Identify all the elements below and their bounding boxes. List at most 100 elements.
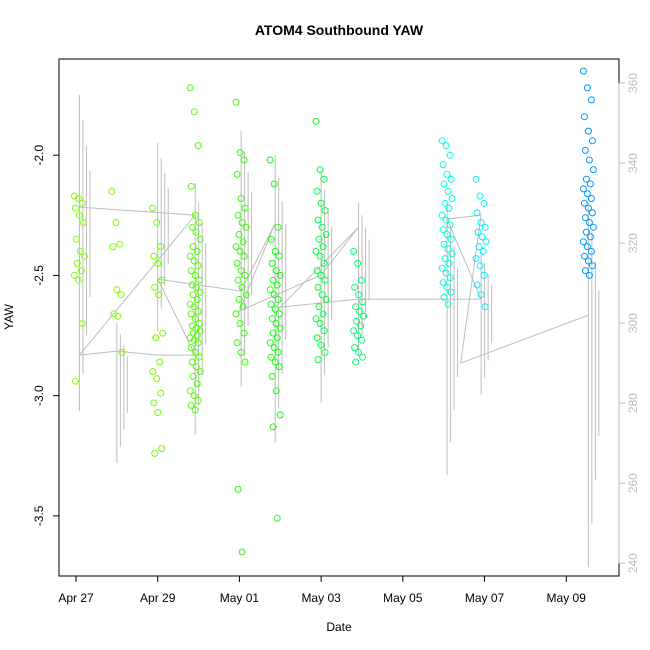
yaw-point — [275, 252, 283, 260]
yaw-point — [78, 199, 86, 207]
yaw-point — [589, 166, 597, 174]
yaw-point — [587, 96, 595, 104]
yaw-point — [579, 238, 587, 246]
yaw-point — [312, 118, 320, 125]
yaw-point — [586, 233, 594, 241]
yaw-point — [270, 291, 278, 299]
y-tick-label: -2.0 — [32, 145, 46, 166]
yaw-point — [476, 262, 484, 270]
yaw-point — [150, 252, 158, 260]
yaw-point — [582, 175, 590, 183]
yaw-point — [481, 303, 489, 311]
yaw-point — [271, 247, 279, 255]
yaw-point — [472, 255, 480, 263]
yaw-point — [238, 548, 246, 556]
yaw-point — [191, 315, 199, 323]
yaw-point — [240, 156, 248, 164]
yaw-point — [273, 514, 281, 522]
yaw-point — [322, 231, 330, 238]
x-tick-label: May 03 — [301, 591, 341, 605]
yaw-point — [236, 320, 244, 327]
y2-tick-label: 360 — [626, 73, 640, 93]
yaw-point — [477, 219, 485, 226]
yaw-point — [445, 259, 453, 267]
y2-tick-label: 320 — [626, 233, 640, 253]
yaw-point — [474, 228, 482, 236]
yaw-point — [438, 264, 446, 272]
yaw-point — [581, 267, 589, 275]
yaw-point — [151, 283, 159, 291]
yaw-point — [444, 245, 452, 253]
yaw-point — [350, 247, 358, 255]
yaw-point — [442, 216, 450, 224]
yaw-point — [233, 170, 241, 178]
yaw-point — [272, 267, 280, 275]
y-axis-label: YAW — [2, 303, 16, 330]
yaw-line-path — [78, 206, 589, 364]
yaw-point — [241, 271, 249, 279]
yaw-point — [266, 286, 274, 294]
y-axis: -2.0 -2.5 -3.0 -3.5 — [32, 145, 60, 526]
yaw-point — [118, 348, 126, 356]
yaw-point — [314, 216, 322, 224]
yaw-point — [195, 219, 203, 226]
yaw-point — [588, 209, 596, 217]
y2-tick-label: 340 — [626, 153, 640, 173]
yaw-point — [158, 445, 166, 453]
yaw-point — [583, 243, 591, 251]
yaw-point — [114, 312, 122, 320]
yaw-point — [196, 288, 204, 296]
yaw-point — [190, 108, 198, 116]
yaw-point — [313, 334, 321, 342]
yaw-point — [154, 409, 162, 416]
yaw-point — [359, 298, 367, 306]
yaw-point — [354, 332, 362, 339]
yaw-point — [272, 387, 280, 395]
x-tick-label: May 09 — [547, 591, 587, 605]
yaw-point — [481, 223, 489, 231]
yaw-point — [233, 339, 241, 347]
yaw-point — [117, 291, 125, 299]
yaw-point — [314, 356, 322, 364]
yaw-point — [445, 204, 453, 212]
yaw-point — [186, 387, 194, 395]
yaw-point — [193, 247, 201, 255]
yaw-point — [188, 223, 196, 231]
yaw-point — [319, 310, 327, 318]
point-series-layer — [70, 67, 597, 556]
y2-tick-label: 280 — [626, 393, 640, 413]
yaw-point — [266, 339, 274, 347]
yaw-point — [580, 252, 588, 260]
yaw-point — [187, 344, 195, 352]
yaw-point — [322, 296, 330, 303]
x-tick-label: Apr 29 — [140, 591, 176, 605]
yaw-point — [320, 327, 328, 335]
yaw-point — [189, 291, 197, 299]
yaw-point — [78, 320, 86, 327]
yaw-point — [268, 315, 276, 323]
yaw-point — [584, 127, 592, 135]
yaw-point — [235, 296, 243, 303]
yaw-point — [74, 195, 82, 202]
yaw-point — [157, 243, 165, 251]
yaw-point — [442, 142, 450, 150]
yaw-point — [438, 211, 446, 219]
yaw-point — [187, 310, 195, 318]
yaw-point — [321, 276, 329, 284]
yaw-point — [438, 137, 446, 145]
yaw-point — [234, 211, 242, 219]
yaw-point — [188, 358, 196, 366]
yaw-point — [317, 271, 325, 279]
yaw-point — [234, 485, 242, 493]
yaw-point — [276, 271, 284, 279]
yaw-point — [312, 247, 320, 255]
yaw-point — [351, 344, 359, 352]
yaw-point — [440, 240, 448, 248]
yaw-point — [236, 149, 244, 157]
yaw-point — [269, 329, 277, 337]
yaw-point — [113, 286, 121, 294]
yaw-point — [321, 348, 329, 356]
yaw-point — [441, 255, 449, 263]
yaw-point — [352, 358, 360, 366]
